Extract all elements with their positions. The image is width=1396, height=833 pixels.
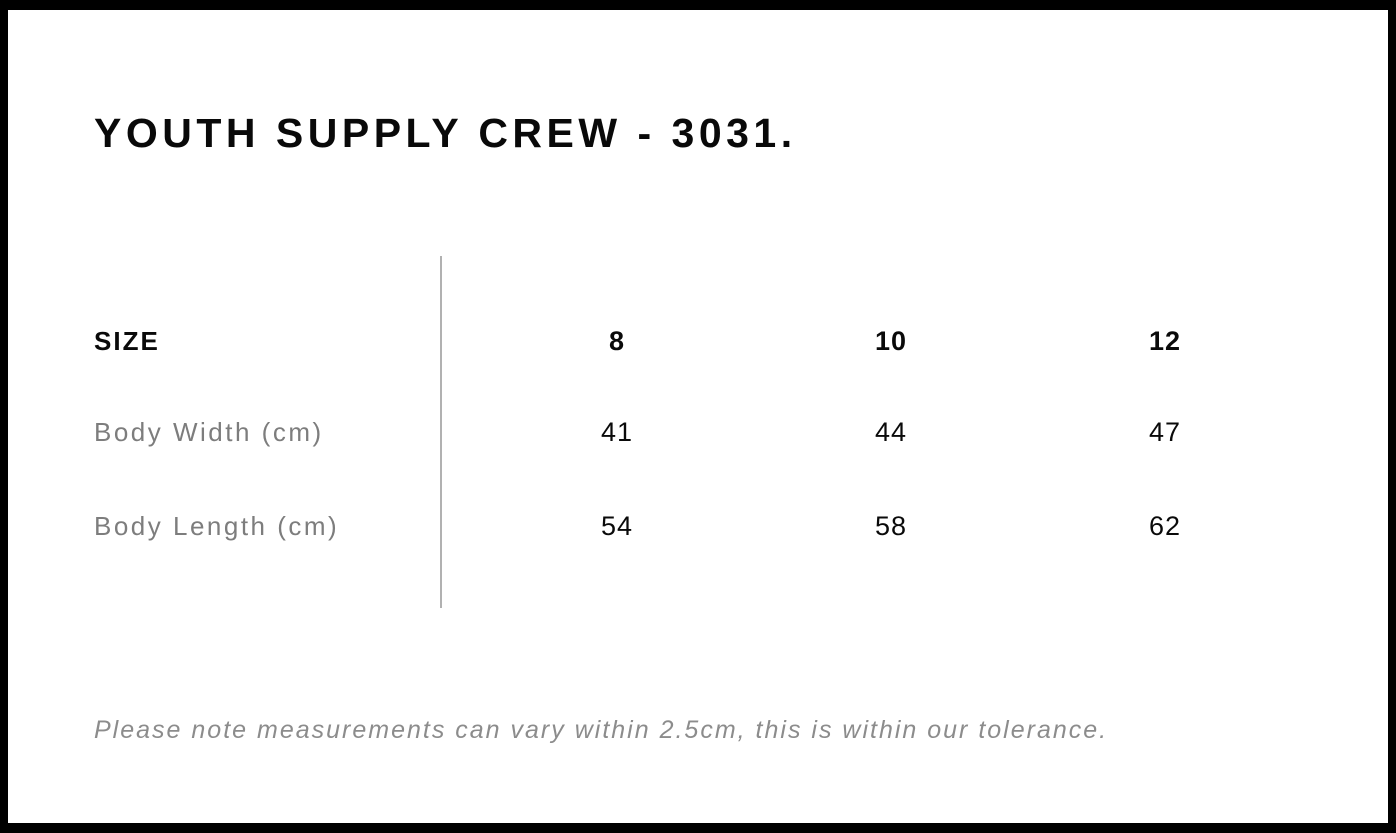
size-chart-table: SIZE 8 10 12 Body Width (cm) 41 44 47 Bo… bbox=[94, 256, 1302, 608]
body-length-size-10: 58 bbox=[874, 510, 908, 541]
body-width-size-8: 41 bbox=[600, 416, 634, 447]
body-width-size-12: 47 bbox=[1148, 416, 1182, 447]
body-length-label: Body Length (cm) bbox=[94, 510, 340, 541]
table-row-body-length: Body Length (cm) 54 58 62 bbox=[94, 506, 1302, 546]
table-header-row: SIZE 8 10 12 bbox=[94, 321, 1302, 361]
size-header-values: 8 10 12 bbox=[440, 326, 1302, 357]
page-title: YOUTH SUPPLY CREW - 3031. bbox=[94, 110, 797, 156]
body-width-size-10: 44 bbox=[874, 416, 908, 447]
body-length-values: 54 58 62 bbox=[440, 511, 1302, 542]
body-length-size-12: 62 bbox=[1148, 510, 1182, 541]
body-length-size-8: 54 bbox=[600, 510, 634, 541]
table-row-body-width: Body Width (cm) 41 44 47 bbox=[94, 412, 1302, 452]
tolerance-note: Please note measurements can vary within… bbox=[94, 716, 1109, 744]
vertical-divider bbox=[440, 256, 442, 608]
size-header-label: SIZE bbox=[94, 325, 160, 356]
body-width-label: Body Width (cm) bbox=[94, 416, 324, 447]
size-column-header-8: 8 bbox=[608, 325, 626, 356]
body-width-values: 41 44 47 bbox=[440, 417, 1302, 448]
size-column-header-12: 12 bbox=[1148, 325, 1182, 356]
size-column-header-10: 10 bbox=[874, 325, 908, 356]
